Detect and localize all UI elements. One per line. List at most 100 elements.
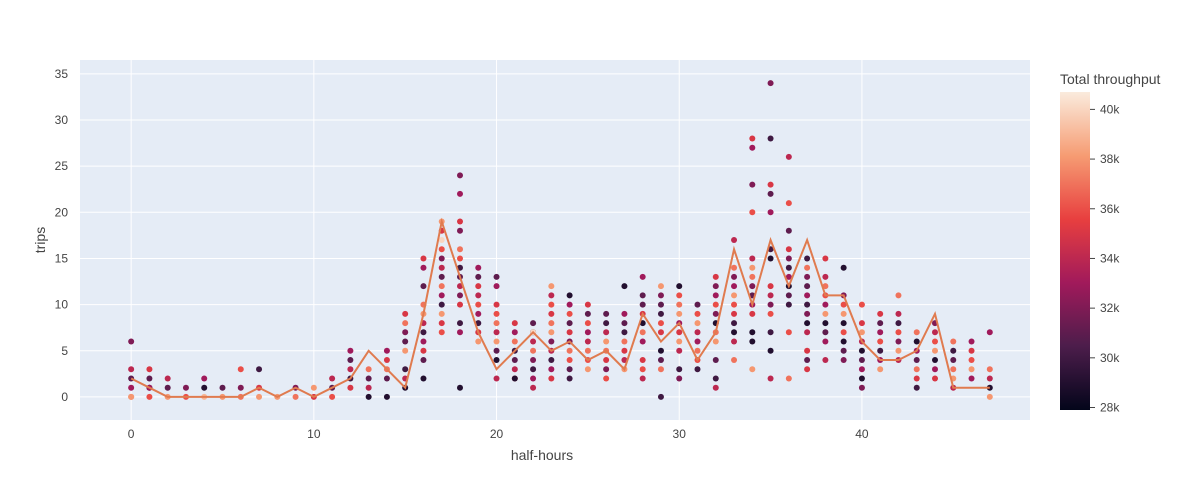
- x-axis-title: half-hours: [511, 447, 573, 463]
- scatter-point: [128, 366, 135, 373]
- scatter-point: [804, 347, 811, 354]
- scatter-point: [913, 329, 920, 336]
- scatter-point: [383, 375, 390, 382]
- scatter-point: [621, 347, 628, 354]
- scatter-point: [731, 301, 738, 308]
- colorbar-tick-label: 40k: [1100, 102, 1120, 116]
- scatter-point: [237, 384, 244, 391]
- scatter-point: [749, 283, 756, 290]
- scatter-point: [858, 366, 865, 373]
- scatter-points: [128, 80, 993, 400]
- scatter-point: [822, 310, 829, 317]
- scatter-point: [785, 200, 792, 207]
- trend-line-path: [130, 217, 990, 399]
- scatter-point: [968, 338, 975, 345]
- scatter-point: [457, 301, 463, 308]
- scatter-point: [310, 384, 317, 391]
- scatter-point: [603, 375, 610, 382]
- scatter-point: [438, 264, 445, 271]
- scatter-point: [438, 329, 445, 336]
- scatter-point: [858, 384, 865, 391]
- scatter-point: [804, 292, 811, 299]
- scatter-point: [877, 347, 884, 354]
- scatter-point: [639, 329, 646, 336]
- scatter-point: [767, 80, 774, 87]
- scatter-point: [548, 338, 555, 345]
- scatter-point: [438, 310, 445, 317]
- scatter-point: [548, 283, 555, 290]
- scatter-point: [457, 292, 463, 299]
- scatter-point: [858, 329, 865, 336]
- scatter-point: [840, 347, 847, 354]
- scatter-point: [493, 338, 500, 345]
- scatter-point: [731, 320, 738, 327]
- scatter-point: [767, 347, 774, 354]
- scatter-point: [511, 338, 518, 345]
- scatter-point: [493, 357, 500, 363]
- scatter-point: [128, 393, 135, 400]
- scatter-point: [785, 273, 792, 280]
- scatter-point: [840, 264, 847, 271]
- scatter-point: [712, 292, 719, 299]
- colorbar-tick-label: 34k: [1100, 251, 1120, 265]
- scatter-point: [785, 375, 792, 382]
- scatter-point: [804, 283, 811, 290]
- scatter-point: [694, 320, 701, 327]
- scatter-point: [950, 347, 957, 354]
- scatter-point: [256, 393, 263, 400]
- scatter-point: [895, 347, 902, 354]
- colorbar-title: Total throughput: [1060, 71, 1161, 87]
- x-tick-label: 30: [673, 427, 687, 441]
- scatter-point: [457, 172, 463, 179]
- scatter-point: [438, 292, 445, 299]
- scatter-point: [785, 246, 792, 253]
- scatter-point: [621, 329, 628, 336]
- scatter-point: [511, 366, 518, 373]
- scatter-point: [530, 338, 537, 345]
- scatter-point: [566, 310, 573, 317]
- scatter-point: [749, 329, 756, 336]
- scatter-point: [256, 366, 263, 373]
- scatter-point: [365, 366, 372, 373]
- scatter-point: [457, 246, 463, 253]
- scatter-point: [438, 320, 445, 327]
- scatter-point: [584, 347, 591, 354]
- scatter-point: [457, 218, 463, 225]
- scatter-point: [731, 264, 738, 271]
- scatter-point: [530, 366, 537, 373]
- scatter-point: [146, 393, 153, 400]
- y-tick-label: 0: [61, 390, 68, 404]
- scatter-point: [639, 366, 646, 373]
- scatter-point: [383, 393, 390, 400]
- scatter-point: [493, 375, 500, 382]
- scatter-point: [858, 357, 865, 363]
- scatter-point: [201, 375, 208, 382]
- scatter-point: [146, 375, 153, 382]
- scatter-point: [913, 357, 920, 363]
- scatter-point: [402, 366, 409, 373]
- scatter-point: [877, 310, 884, 317]
- scatter-point: [986, 393, 993, 400]
- scatter-point: [128, 338, 135, 345]
- scatter-point: [785, 292, 792, 299]
- y-axis-title: trips: [32, 227, 48, 253]
- scatter-point: [584, 366, 591, 373]
- scatter-point: [548, 320, 555, 327]
- scatter-point: [420, 375, 427, 382]
- scatter-point: [511, 375, 518, 382]
- scatter-point: [968, 357, 975, 363]
- scatter-point: [365, 375, 372, 382]
- scatter-point: [895, 292, 902, 299]
- x-tick-label: 0: [128, 427, 135, 441]
- scatter-point: [785, 264, 792, 271]
- scatter-point: [840, 357, 847, 363]
- scatter-point: [822, 273, 829, 280]
- scatter-point: [712, 357, 719, 363]
- scatter-point: [858, 347, 865, 354]
- scatter-point: [347, 384, 354, 391]
- x-tick-label: 40: [855, 427, 869, 441]
- scatter-point: [895, 338, 902, 345]
- colorbar-tick-label: 32k: [1100, 301, 1120, 315]
- scatter-point: [548, 310, 555, 317]
- scatter-point: [767, 283, 774, 290]
